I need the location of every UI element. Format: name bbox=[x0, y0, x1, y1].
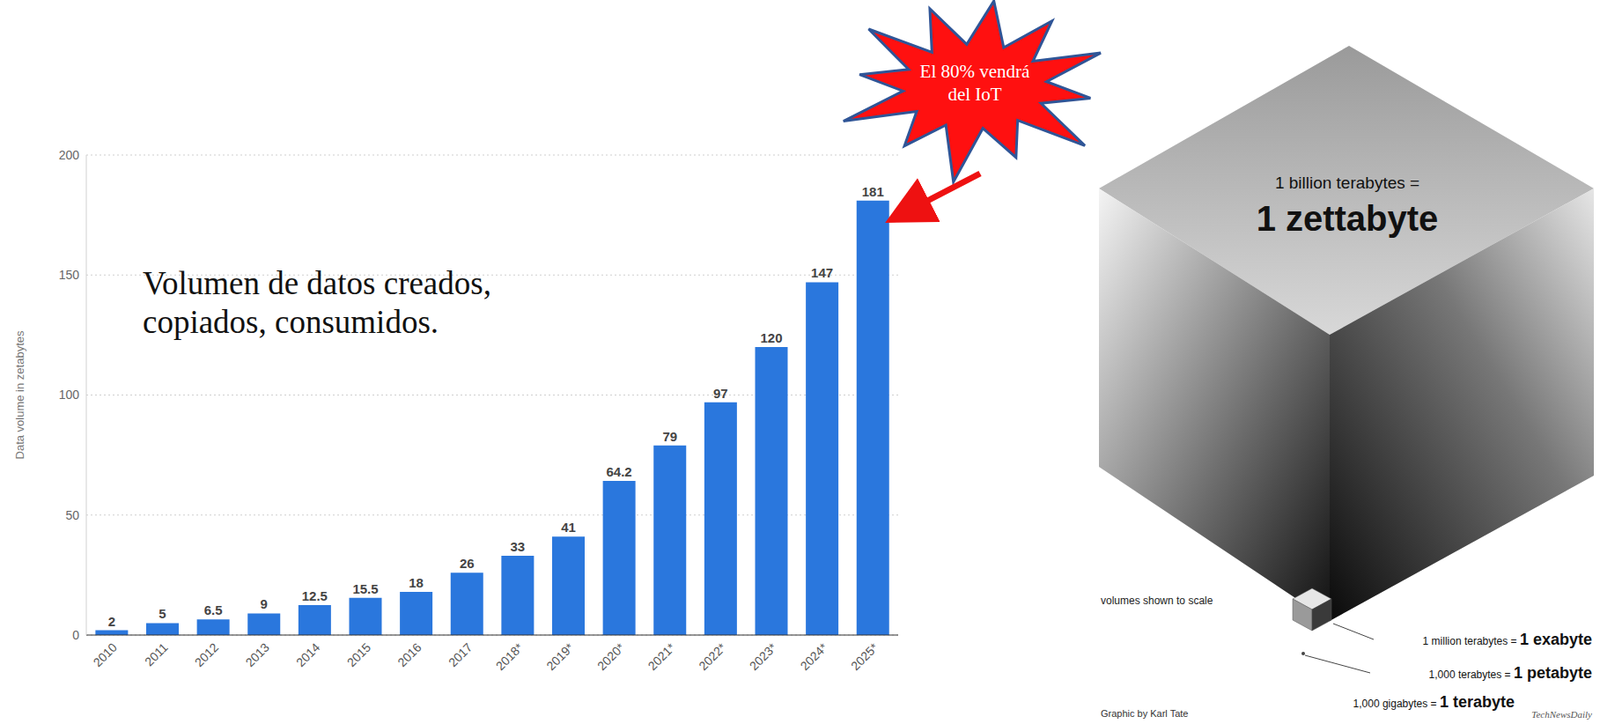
svg-text:2015: 2015 bbox=[344, 640, 374, 670]
svg-text:2025*: 2025* bbox=[847, 639, 882, 673]
svg-text:147: 147 bbox=[811, 265, 834, 281]
svg-text:2017: 2017 bbox=[445, 640, 475, 670]
svg-text:1,000 terabytes = 1 petabyte: 1,000 terabytes = 1 petabyte bbox=[1429, 663, 1593, 682]
svg-text:2011: 2011 bbox=[141, 640, 171, 670]
svg-text:1,000 gigabytes = 1 terabyte: 1,000 gigabytes = 1 terabyte bbox=[1353, 693, 1515, 711]
svg-text:12.5: 12.5 bbox=[302, 588, 328, 604]
svg-text:1 billion terabytes =: 1 billion terabytes = bbox=[1275, 173, 1420, 192]
svg-text:2010: 2010 bbox=[90, 640, 120, 670]
svg-text:del IoT: del IoT bbox=[947, 83, 1002, 105]
svg-text:200: 200 bbox=[58, 147, 81, 163]
svg-text:Data volume in zetabytes: Data volume in zetabytes bbox=[13, 330, 27, 459]
svg-text:2018*: 2018* bbox=[493, 639, 527, 673]
svg-text:64.2: 64.2 bbox=[606, 464, 633, 480]
svg-text:150: 150 bbox=[58, 267, 81, 282]
svg-text:41: 41 bbox=[560, 519, 576, 535]
svg-text:2021*: 2021* bbox=[645, 639, 679, 673]
svg-text:79: 79 bbox=[662, 428, 678, 444]
svg-text:2020*: 2020* bbox=[594, 639, 628, 673]
svg-text:2012: 2012 bbox=[191, 640, 222, 670]
svg-text:1 zettabyte: 1 zettabyte bbox=[1256, 199, 1439, 238]
svg-text:181: 181 bbox=[862, 184, 885, 200]
svg-text:2022*: 2022* bbox=[695, 639, 730, 673]
svg-text:33: 33 bbox=[510, 538, 526, 554]
svg-text:El 80% vendrá: El 80% vendrá bbox=[920, 60, 1031, 82]
svg-text:26: 26 bbox=[459, 555, 475, 571]
svg-text:120: 120 bbox=[759, 330, 782, 346]
svg-text:2023*: 2023* bbox=[746, 639, 781, 673]
svg-text:2019*: 2019* bbox=[543, 639, 577, 673]
svg-text:volumes shown to scale: volumes shown to scale bbox=[1100, 594, 1214, 607]
svg-text:9: 9 bbox=[260, 596, 268, 612]
svg-text:15.5: 15.5 bbox=[352, 581, 378, 597]
svg-text:2013: 2013 bbox=[242, 640, 272, 670]
svg-text:0: 0 bbox=[72, 627, 80, 642]
html-text:Volumen de datos creados, copi: Volumen de datos creados, copiados, cons… bbox=[142, 265, 492, 340]
svg-text:100: 100 bbox=[58, 387, 81, 402]
svg-text:97: 97 bbox=[713, 385, 729, 401]
svg-text:2016: 2016 bbox=[394, 640, 424, 670]
svg-text:2024*: 2024* bbox=[797, 639, 832, 673]
svg-text:2014: 2014 bbox=[293, 640, 323, 670]
svg-text:6.5: 6.5 bbox=[204, 602, 223, 618]
svg-text:18: 18 bbox=[408, 575, 424, 590]
svg-text:1 million terabytes = 1 exabyt: 1 million terabytes = 1 exabyte bbox=[1423, 630, 1593, 649]
svg-text:TechNewsDaily: TechNewsDaily bbox=[1531, 708, 1593, 720]
svg-text:5: 5 bbox=[158, 605, 166, 621]
svg-text:50: 50 bbox=[65, 508, 80, 523]
svg-text:Graphic by Karl Tate: Graphic by Karl Tate bbox=[1100, 707, 1188, 719]
svg-text:2: 2 bbox=[108, 613, 116, 629]
